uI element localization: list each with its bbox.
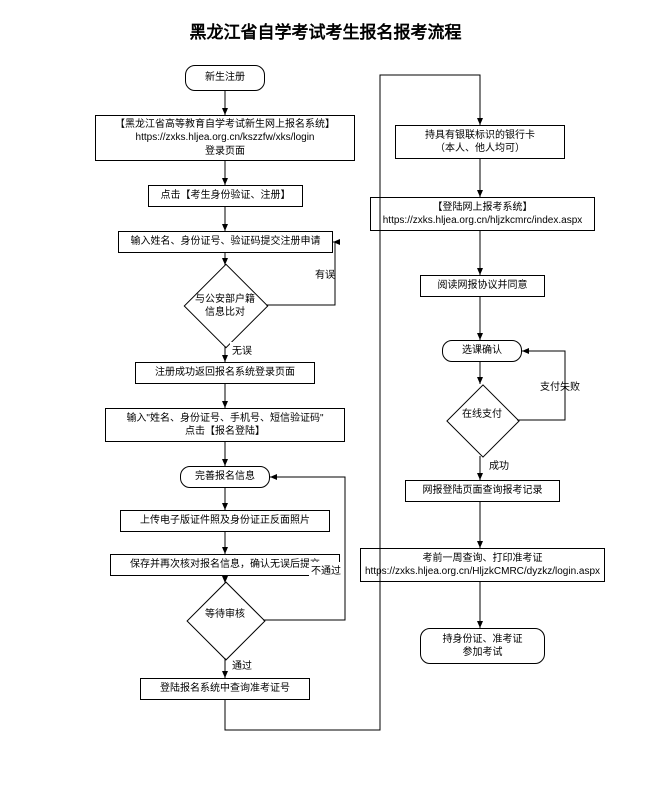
node-r5-label: 网报登陆页面查询报考记录 — [423, 484, 543, 498]
node-n9-label: 登陆报名系统中查询准考证号 — [160, 682, 290, 696]
node-r3: 阅读网报协议并同意 — [420, 275, 545, 297]
node-n7: 上传电子版证件照及身份证正反面照片 — [120, 510, 330, 532]
edge-payfail: 支付失败 — [538, 378, 582, 393]
node-n5: 输入"姓名、身份证号、手机号、短信验证码"点击【报名登陆】 — [105, 408, 345, 442]
edge-pass: 通过 — [230, 657, 254, 672]
node-d1 — [184, 264, 269, 349]
node-n6-label: 完善报名信息 — [195, 470, 255, 484]
node-n4-label: 注册成功返回报名系统登录页面 — [155, 366, 295, 380]
node-r1-label: 持具有银联标识的银行卡（本人、他人均可） — [425, 129, 535, 156]
node-start-label: 新生注册 — [205, 71, 245, 85]
node-d2 — [186, 581, 265, 660]
node-n7-label: 上传电子版证件照及身份证正反面照片 — [140, 514, 310, 528]
node-n5-label: 输入"姓名、身份证号、手机号、短信验证码"点击【报名登陆】 — [126, 412, 323, 439]
node-r2: 【登陆网上报考系统】https://zxks.hljea.org.cn/hljz… — [370, 197, 595, 231]
node-n3-label: 输入姓名、身份证号、验证码提交注册申请 — [131, 235, 321, 249]
node-n2: 点击【考生身份验证、注册】 — [148, 185, 303, 207]
node-r6-label: 考前一周查询、打印准考证https://zxks.hljea.org.cn/Hl… — [365, 552, 600, 579]
edge-err: 有误 — [313, 266, 337, 281]
node-r4: 选课确认 — [442, 340, 522, 362]
node-r3-label: 阅读网报协议并同意 — [438, 279, 528, 293]
node-r4-label: 选课确认 — [462, 344, 502, 358]
node-d3 — [446, 384, 520, 458]
node-r1: 持具有银联标识的银行卡（本人、他人均可） — [395, 125, 565, 159]
node-r5: 网报登陆页面查询报考记录 — [405, 480, 560, 502]
edge-ok: 无误 — [230, 342, 254, 357]
page-title: 黑龙江省自学考试考生报名报考流程 — [0, 18, 651, 43]
node-r2-label: 【登陆网上报考系统】https://zxks.hljea.org.cn/hljz… — [383, 201, 583, 228]
node-start: 新生注册 — [185, 65, 265, 91]
node-n4: 注册成功返回报名系统登录页面 — [135, 362, 315, 384]
node-n8-label: 保存并再次核对报名信息，确认无误后提交 — [130, 558, 320, 572]
node-n9: 登陆报名系统中查询准考证号 — [140, 678, 310, 700]
edge-paysucc: 成功 — [487, 457, 511, 472]
node-end-label: 持身份证、准考证参加考试 — [443, 633, 523, 660]
node-n2-label: 点击【考生身份验证、注册】 — [161, 189, 291, 203]
node-n8: 保存并再次核对报名信息，确认无误后提交 — [110, 554, 340, 576]
node-n1: 【黑龙江省高等教育自学考试新生网上报名系统】https://zxks.hljea… — [95, 115, 355, 161]
node-end: 持身份证、准考证参加考试 — [420, 628, 545, 664]
node-n1-label: 【黑龙江省高等教育自学考试新生网上报名系统】https://zxks.hljea… — [115, 118, 335, 159]
node-n3: 输入姓名、身份证号、验证码提交注册申请 — [118, 231, 333, 253]
node-r6: 考前一周查询、打印准考证https://zxks.hljea.org.cn/Hl… — [360, 548, 605, 582]
node-n6: 完善报名信息 — [180, 466, 270, 488]
edge-fail: 不通过 — [309, 562, 343, 577]
